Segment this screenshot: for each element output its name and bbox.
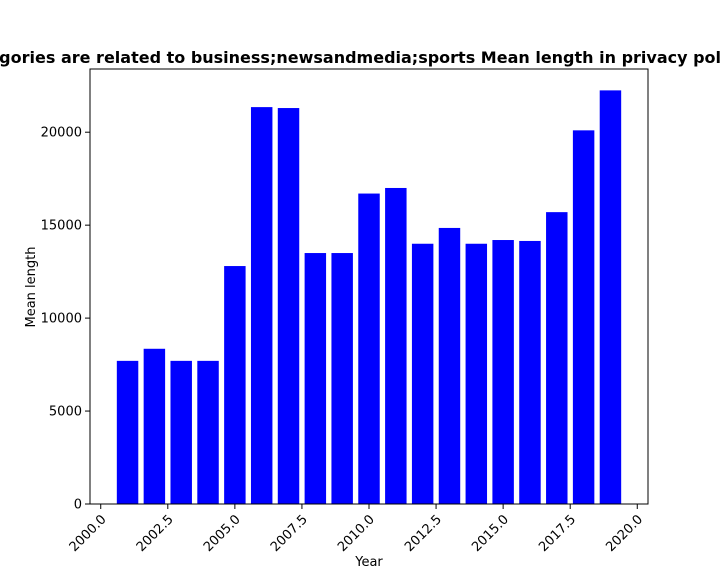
x-tick-label: 2005.0 — [201, 512, 244, 555]
x-axis-ticks: 2000.0 2002.5 2005.0 2007.5 2010.0 2012.5 2015… — [67, 504, 646, 555]
y-tick-label: 0 — [74, 498, 82, 513]
y-tick-label: 10000 — [41, 312, 82, 327]
bar-2006 — [250, 107, 273, 504]
x-tick-label: 2017.5 — [536, 512, 579, 555]
bar-2005 — [224, 266, 246, 504]
x-tick-label: 2020.0 — [603, 512, 646, 555]
bar-2019 — [599, 90, 622, 504]
x-tick-label: 2000.0 — [67, 512, 110, 555]
bar-2004 — [197, 360, 219, 504]
y-tick-label: 20000 — [41, 126, 82, 141]
bar-2018 — [572, 130, 595, 504]
bar-2003 — [170, 360, 192, 504]
x-tick-label: 2015.0 — [469, 512, 512, 555]
bar-2017 — [546, 212, 568, 504]
bar-2013 — [438, 227, 461, 504]
bar-2014 — [465, 243, 488, 504]
y-axis-label: Mean length — [24, 247, 39, 328]
y-tick-label: 5000 — [49, 405, 82, 420]
x-tick-label: 2002.5 — [134, 512, 177, 555]
bar-2002 — [143, 348, 166, 504]
x-tick-label: 2012.5 — [402, 512, 445, 555]
x-tick-label: 2007.5 — [268, 512, 311, 555]
bar-2012 — [411, 243, 434, 504]
x-axis-label: Year — [354, 555, 383, 570]
bar-2011 — [385, 187, 407, 504]
x-tick-label: 2010.0 — [335, 512, 378, 555]
chart-title: Categories are related to business;newsa… — [0, 48, 720, 67]
bar-2009 — [331, 253, 353, 504]
y-tick-label: 15000 — [41, 219, 82, 234]
bar-2015 — [492, 240, 514, 504]
bar-2010 — [358, 193, 380, 505]
bar-2016 — [519, 240, 541, 504]
bar-2001 — [116, 360, 139, 504]
y-axis-ticks: 0 5000 10000 15000 20000 — [41, 126, 90, 513]
bar-2007 — [277, 108, 300, 505]
bars-group — [116, 90, 622, 505]
bar-2008 — [304, 253, 327, 504]
